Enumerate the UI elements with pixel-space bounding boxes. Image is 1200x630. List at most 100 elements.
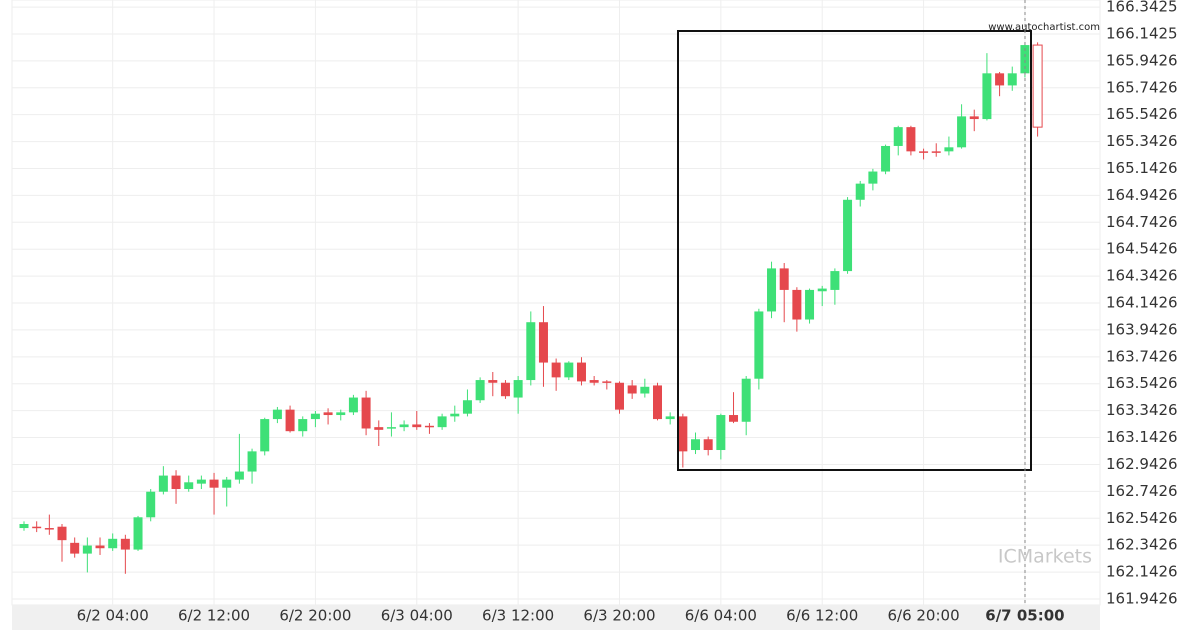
- candle-body: [462, 400, 472, 414]
- candle-body: [843, 199, 853, 272]
- candle-body: [729, 415, 739, 422]
- y-tick-label: 162.9426: [1106, 455, 1178, 473]
- y-tick-label: 165.7426: [1106, 78, 1178, 96]
- candle-body: [868, 171, 878, 184]
- x-tick-label: 6/6 12:00: [786, 607, 858, 625]
- candle-body: [653, 385, 662, 420]
- y-tick-label: 164.7426: [1106, 213, 1178, 231]
- candle-body: [614, 382, 624, 410]
- x-tick-label: 6/3 12:00: [482, 607, 554, 625]
- y-tick-label: 163.3426: [1106, 401, 1178, 419]
- y-tick-label: 165.9426: [1106, 51, 1178, 69]
- candle-body: [475, 380, 485, 401]
- candle-body: [171, 475, 181, 490]
- candle-body: [298, 419, 308, 432]
- candle-body: [881, 145, 891, 172]
- y-tick-label: 163.1426: [1106, 428, 1178, 446]
- candle-body: [158, 475, 168, 492]
- candle-body: [792, 289, 802, 320]
- plot-area: [11, 0, 1101, 606]
- y-tick-label: 162.7426: [1106, 482, 1178, 500]
- candle-body: [437, 416, 447, 428]
- candle-body: [424, 425, 434, 428]
- y-tick-label: 163.7426: [1106, 347, 1178, 365]
- y-tick-label: 166.3425: [1106, 0, 1178, 16]
- y-tick-label: 163.9426: [1106, 320, 1178, 338]
- candle-body: [741, 378, 751, 422]
- candle-body: [399, 424, 409, 428]
- candle-body: [678, 416, 688, 452]
- axis-labels: 166.3425 166.1425 165.9426 165.7426 165.5426…: [77, 0, 1178, 625]
- candle-body: [1007, 73, 1017, 86]
- candles: [19, 42, 1043, 574]
- candle-body: [82, 545, 92, 554]
- candle-body: [627, 385, 637, 394]
- candle-body: [133, 517, 143, 550]
- y-tick-label: 163.5426: [1106, 374, 1178, 392]
- y-tick-label: 164.1426: [1106, 294, 1178, 312]
- x-tick-label: 6/6 20:00: [887, 607, 959, 625]
- x-tick-label: 6/3 20:00: [583, 607, 655, 625]
- y-tick-label: 164.3426: [1106, 267, 1178, 285]
- x-tick-label: 6/3 04:00: [381, 607, 453, 625]
- y-tick-label: 165.5426: [1106, 105, 1178, 123]
- candle-body: [374, 427, 384, 430]
- candle-body: [500, 382, 510, 397]
- candle-body: [855, 183, 865, 200]
- y-tick-label: 162.1426: [1106, 563, 1178, 581]
- candle-body: [767, 268, 777, 312]
- candle-body: [1020, 45, 1030, 74]
- candle-body: [526, 322, 536, 381]
- pattern-box: [677, 30, 1032, 471]
- x-tick-label: 6/7 05:00: [985, 607, 1064, 625]
- candle-body: [95, 545, 105, 549]
- candle-body: [640, 386, 650, 394]
- candle-body: [222, 479, 232, 488]
- candle-body: [830, 271, 840, 290]
- candle-body: [120, 538, 130, 550]
- candle-body: [564, 362, 574, 378]
- y-tick-label: 165.1426: [1106, 159, 1178, 177]
- candle-body: [931, 151, 941, 153]
- candle-body: [805, 289, 815, 320]
- y-tick-label: 165.3426: [1106, 132, 1178, 150]
- candle-body: [1032, 44, 1043, 128]
- candle-body: [691, 439, 701, 451]
- candle-body: [779, 268, 789, 290]
- candle-body: [513, 380, 523, 398]
- candle-body: [323, 412, 333, 416]
- candle-body: [184, 482, 194, 490]
- candle-body: [310, 413, 320, 420]
- x-tick-label: 6/6 04:00: [685, 607, 757, 625]
- candle-body: [70, 542, 80, 554]
- candle-body: [716, 415, 726, 451]
- y-tick-label: 161.9426: [1106, 589, 1178, 607]
- candle-body: [108, 538, 118, 549]
- candle-body: [412, 424, 422, 428]
- candle-body: [576, 362, 586, 382]
- y-tick-label: 166.1425: [1106, 24, 1178, 42]
- candle-body: [19, 524, 29, 529]
- candle-body: [348, 397, 358, 413]
- candle-body: [944, 147, 954, 152]
- x-tick-label: 6/2 04:00: [77, 607, 149, 625]
- y-tick-label: 162.5426: [1106, 509, 1178, 527]
- candle-body: [450, 413, 460, 417]
- candle-body: [196, 479, 206, 484]
- candle-body: [386, 427, 396, 429]
- candle-body: [146, 491, 156, 518]
- candle-body: [754, 311, 764, 379]
- candle-body: [893, 127, 903, 146]
- x-tick-label: 6/2 12:00: [178, 607, 250, 625]
- candle-body: [589, 380, 599, 383]
- x-tick-label: 6/2 20:00: [279, 607, 351, 625]
- candle-body: [817, 288, 827, 292]
- brand-watermark: ICMarkets: [998, 546, 1092, 568]
- y-tick-label: 164.5426: [1106, 240, 1178, 258]
- candle-body: [538, 322, 548, 363]
- y-tick-label: 162.3426: [1106, 536, 1178, 554]
- y-tick-label: 164.9426: [1106, 186, 1178, 204]
- candle-body: [209, 479, 219, 488]
- candle-body: [982, 73, 992, 120]
